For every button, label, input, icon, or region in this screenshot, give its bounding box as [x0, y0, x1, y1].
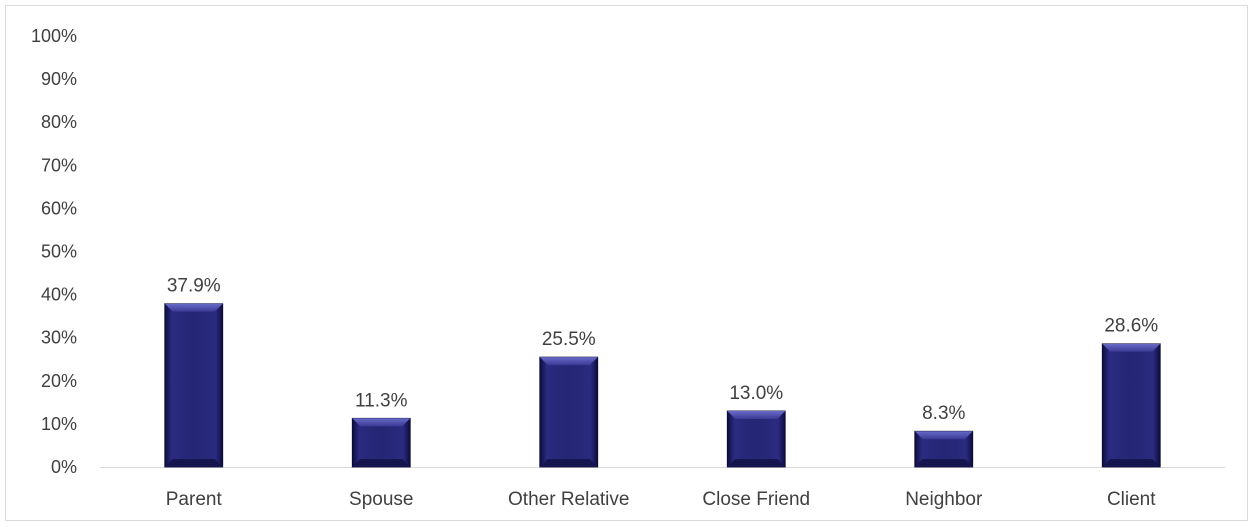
y-axis: 0% 10% 20% 30% 40% 50% 60% 70% 80% 90% 100%	[31, 26, 77, 477]
bar-body	[164, 303, 224, 468]
y-tick-label: 100%	[31, 26, 77, 46]
bar-top-bevel	[164, 303, 223, 312]
x-axis: Parent Spouse Other Relative Close Friend Ne…	[100, 467, 1225, 510]
y-tick-label: 80%	[41, 112, 77, 132]
data-label: 37.9%	[167, 276, 221, 297]
data-label: 25.5%	[542, 329, 596, 350]
bar-body	[539, 356, 599, 468]
bar-body	[726, 410, 786, 468]
x-tick-label: Parent	[166, 489, 223, 510]
bar-bottom-bevel	[539, 459, 598, 467]
x-tick-label: Neighbor	[905, 489, 983, 510]
bar-bottom-bevel	[164, 459, 223, 467]
y-tick-label: 10%	[41, 414, 77, 434]
y-tick-label: 60%	[41, 198, 77, 218]
bar	[726, 410, 786, 468]
data-label: 11.3%	[355, 390, 408, 411]
bar-top-bevel	[352, 418, 411, 427]
y-tick-label: 0%	[51, 457, 77, 477]
x-tick-label: Spouse	[349, 489, 413, 510]
data-label: 13.0%	[729, 383, 783, 404]
bars	[164, 303, 1161, 468]
bar	[351, 417, 411, 468]
y-tick-label: 40%	[41, 285, 77, 305]
bar	[539, 356, 599, 468]
bar	[1101, 343, 1161, 468]
y-tick-label: 90%	[41, 69, 77, 89]
x-tick-label: Other Relative	[508, 489, 629, 510]
bar-top-bevel	[914, 431, 973, 440]
bar-top-bevel	[1102, 343, 1161, 352]
bar-bottom-bevel	[1102, 459, 1161, 467]
y-tick-label: 20%	[41, 371, 77, 391]
y-tick-label: 50%	[41, 242, 77, 262]
bar-bottom-bevel	[727, 459, 786, 467]
x-tick-label: Client	[1107, 489, 1156, 510]
data-labels: 37.9% 11.3% 25.5% 13.0% 8.3% 28.6%	[167, 276, 1158, 425]
bar-bottom-bevel	[352, 459, 411, 467]
y-tick-label: 30%	[41, 328, 77, 348]
bar-top-bevel	[727, 410, 786, 419]
bar	[914, 430, 974, 468]
bar	[164, 303, 224, 468]
x-tick-label: Close Friend	[702, 489, 810, 510]
data-label: 28.6%	[1104, 316, 1158, 337]
bar-bottom-bevel	[914, 459, 973, 467]
bar-body	[1101, 343, 1161, 468]
bar-top-bevel	[539, 357, 598, 366]
bar-body	[351, 417, 411, 468]
y-tick-label: 70%	[41, 155, 77, 175]
data-label: 8.3%	[922, 403, 965, 424]
